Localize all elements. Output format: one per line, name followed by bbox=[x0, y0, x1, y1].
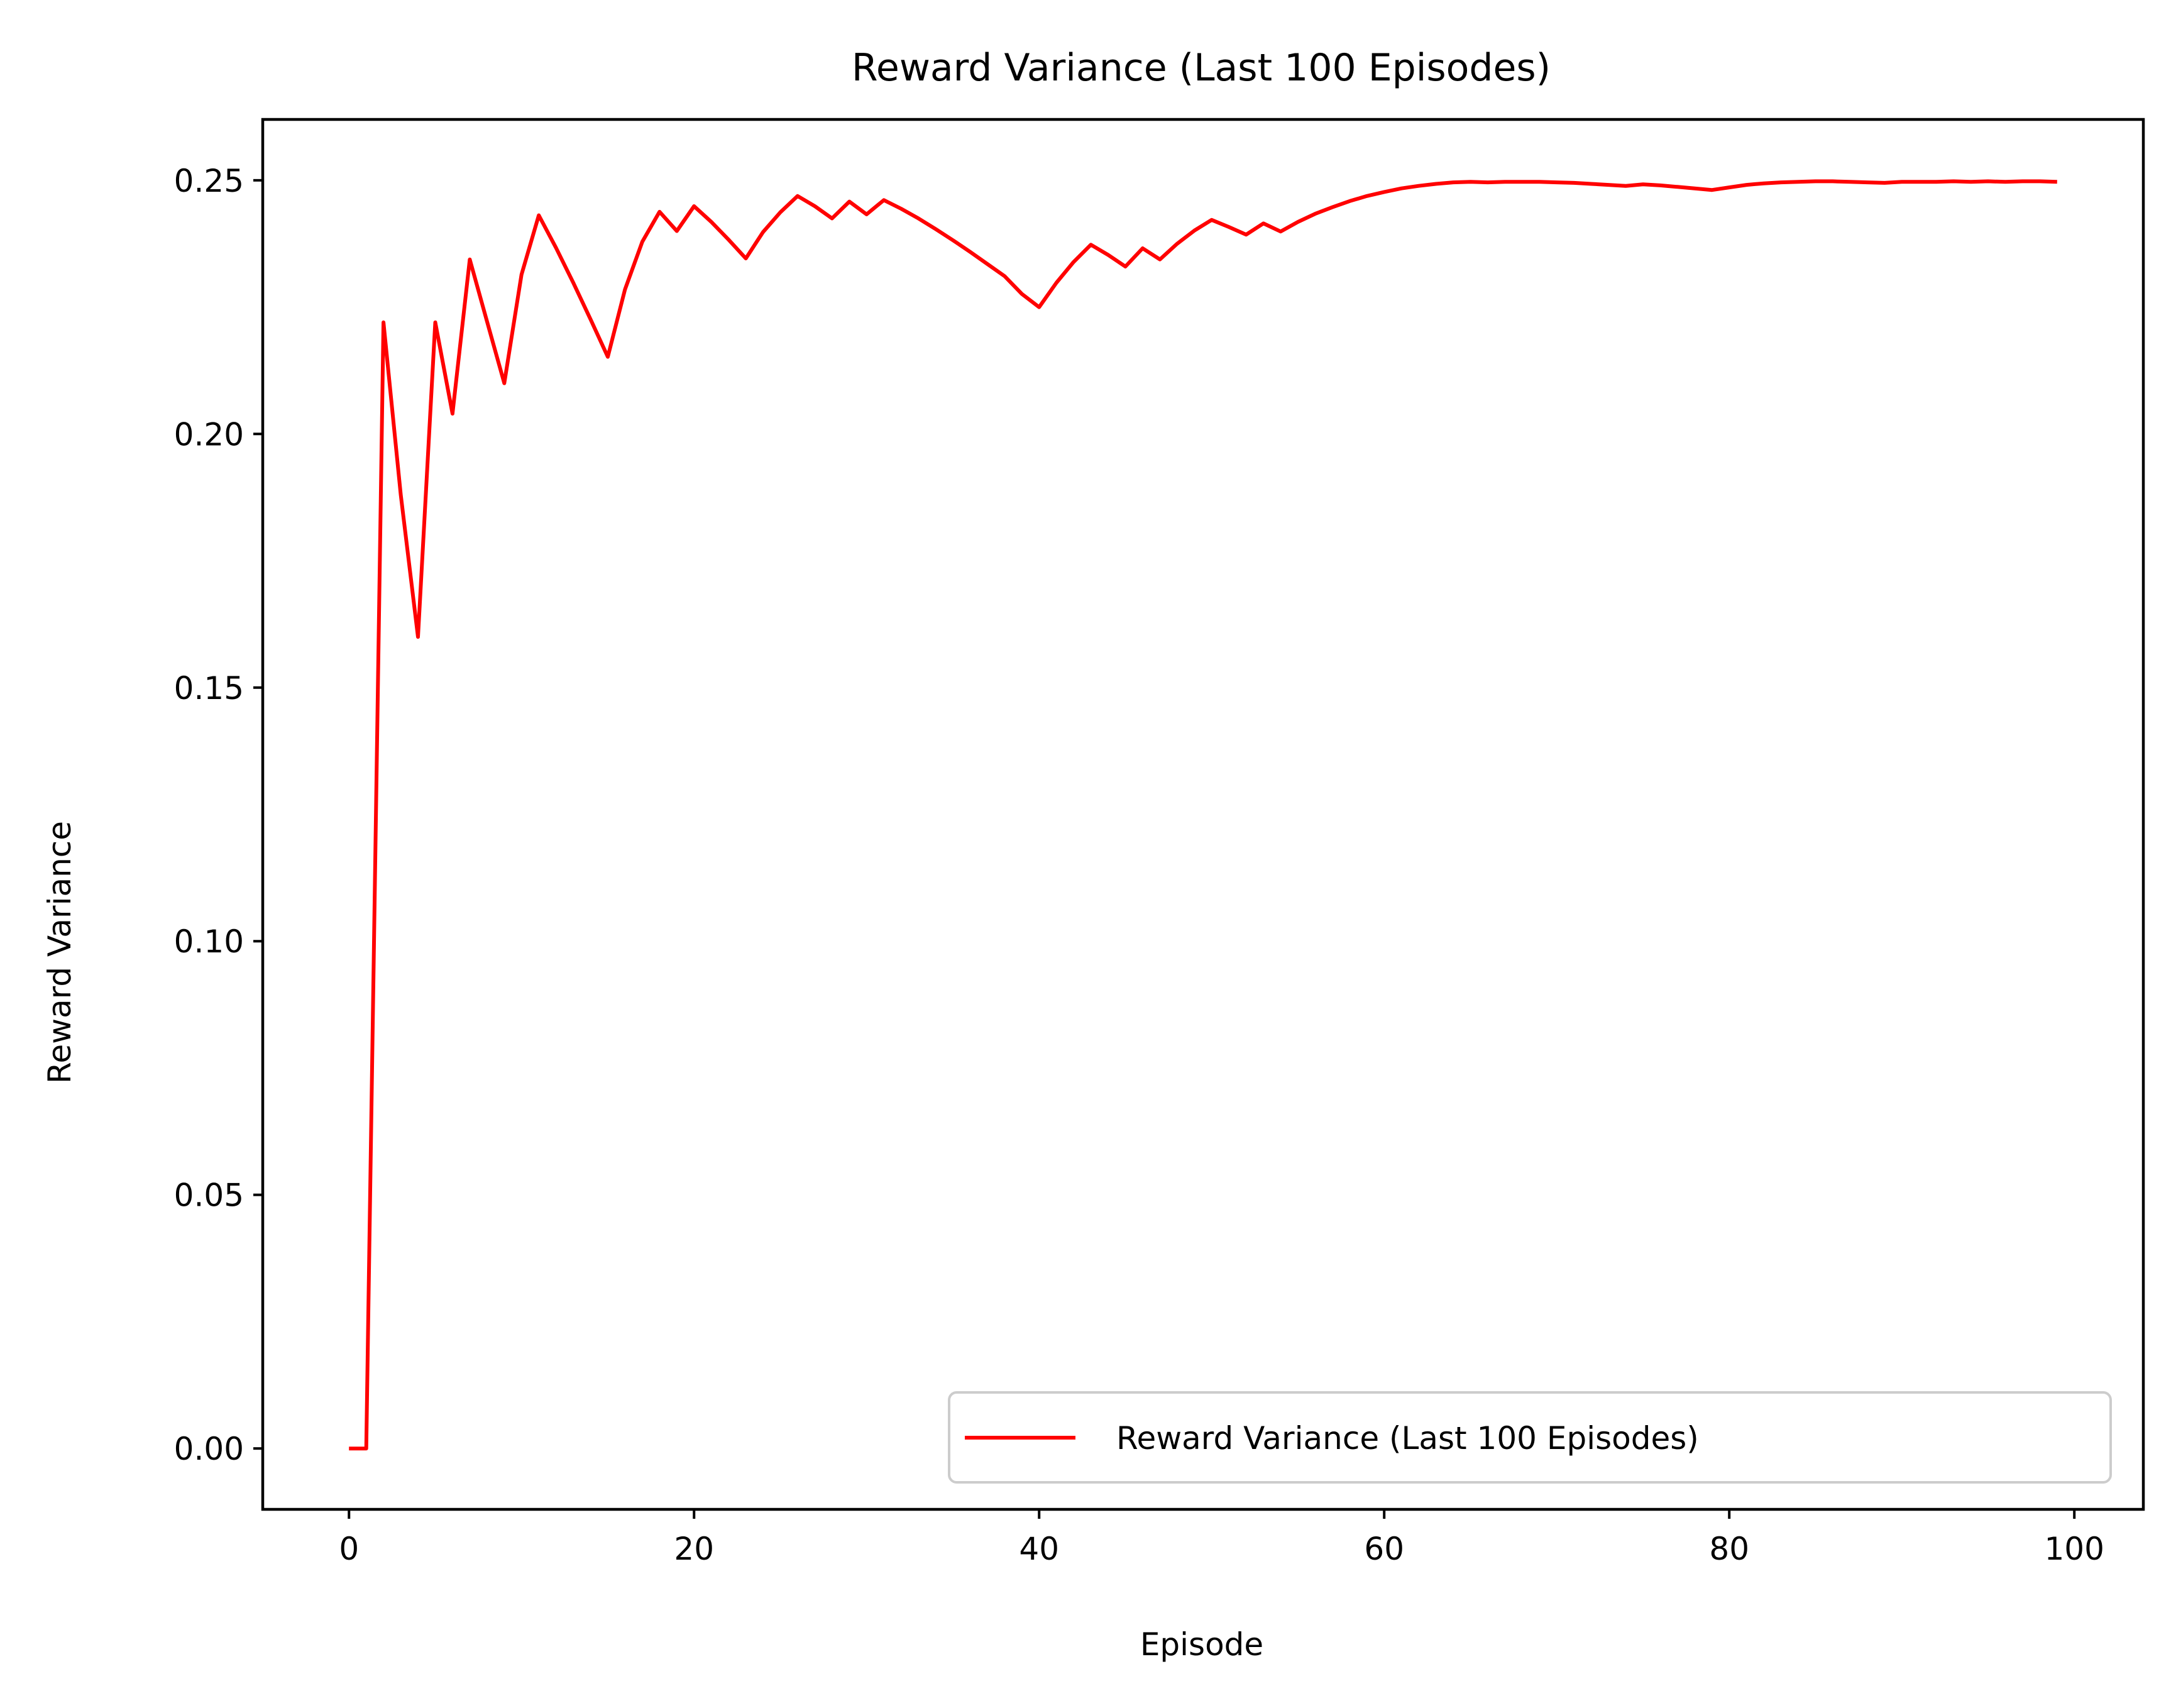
y-tick-label: 0.05 bbox=[174, 1177, 244, 1214]
y-tick-label: 0.00 bbox=[174, 1431, 244, 1467]
x-axis-label: Episode bbox=[1140, 1626, 1263, 1663]
y-tick-label: 0.20 bbox=[174, 416, 244, 453]
x-tick-label: 0 bbox=[339, 1531, 359, 1567]
x-tick-label: 20 bbox=[674, 1531, 714, 1567]
x-tick-label: 40 bbox=[1019, 1531, 1059, 1567]
x-axis: 0 20 40 60 80 100 bbox=[339, 1509, 2104, 1567]
plot-area bbox=[349, 179, 2057, 1451]
series-line-0 bbox=[349, 179, 2057, 1451]
x-tick-label: 100 bbox=[2044, 1531, 2104, 1567]
axes-frame bbox=[261, 118, 2145, 1511]
y-axis: 0.00 0.05 0.10 0.15 0.20 0.25 bbox=[174, 163, 263, 1467]
y-tick-label: 0.15 bbox=[174, 670, 244, 707]
y-tick-label: 0.25 bbox=[174, 163, 244, 199]
chart-title: Reward Variance (Last 100 Episodes) bbox=[852, 46, 1551, 90]
y-tick-label: 0.10 bbox=[174, 923, 244, 960]
x-tick-label: 80 bbox=[1709, 1531, 1749, 1567]
legend-box bbox=[948, 1391, 2112, 1484]
legend: Reward Variance (Last 100 Episodes) bbox=[948, 1391, 2112, 1484]
x-tick-label: 60 bbox=[1364, 1531, 1404, 1567]
legend-label: Reward Variance (Last 100 Episodes) bbox=[1116, 1420, 1699, 1457]
y-axis-label: Reward Variance bbox=[41, 821, 78, 1084]
